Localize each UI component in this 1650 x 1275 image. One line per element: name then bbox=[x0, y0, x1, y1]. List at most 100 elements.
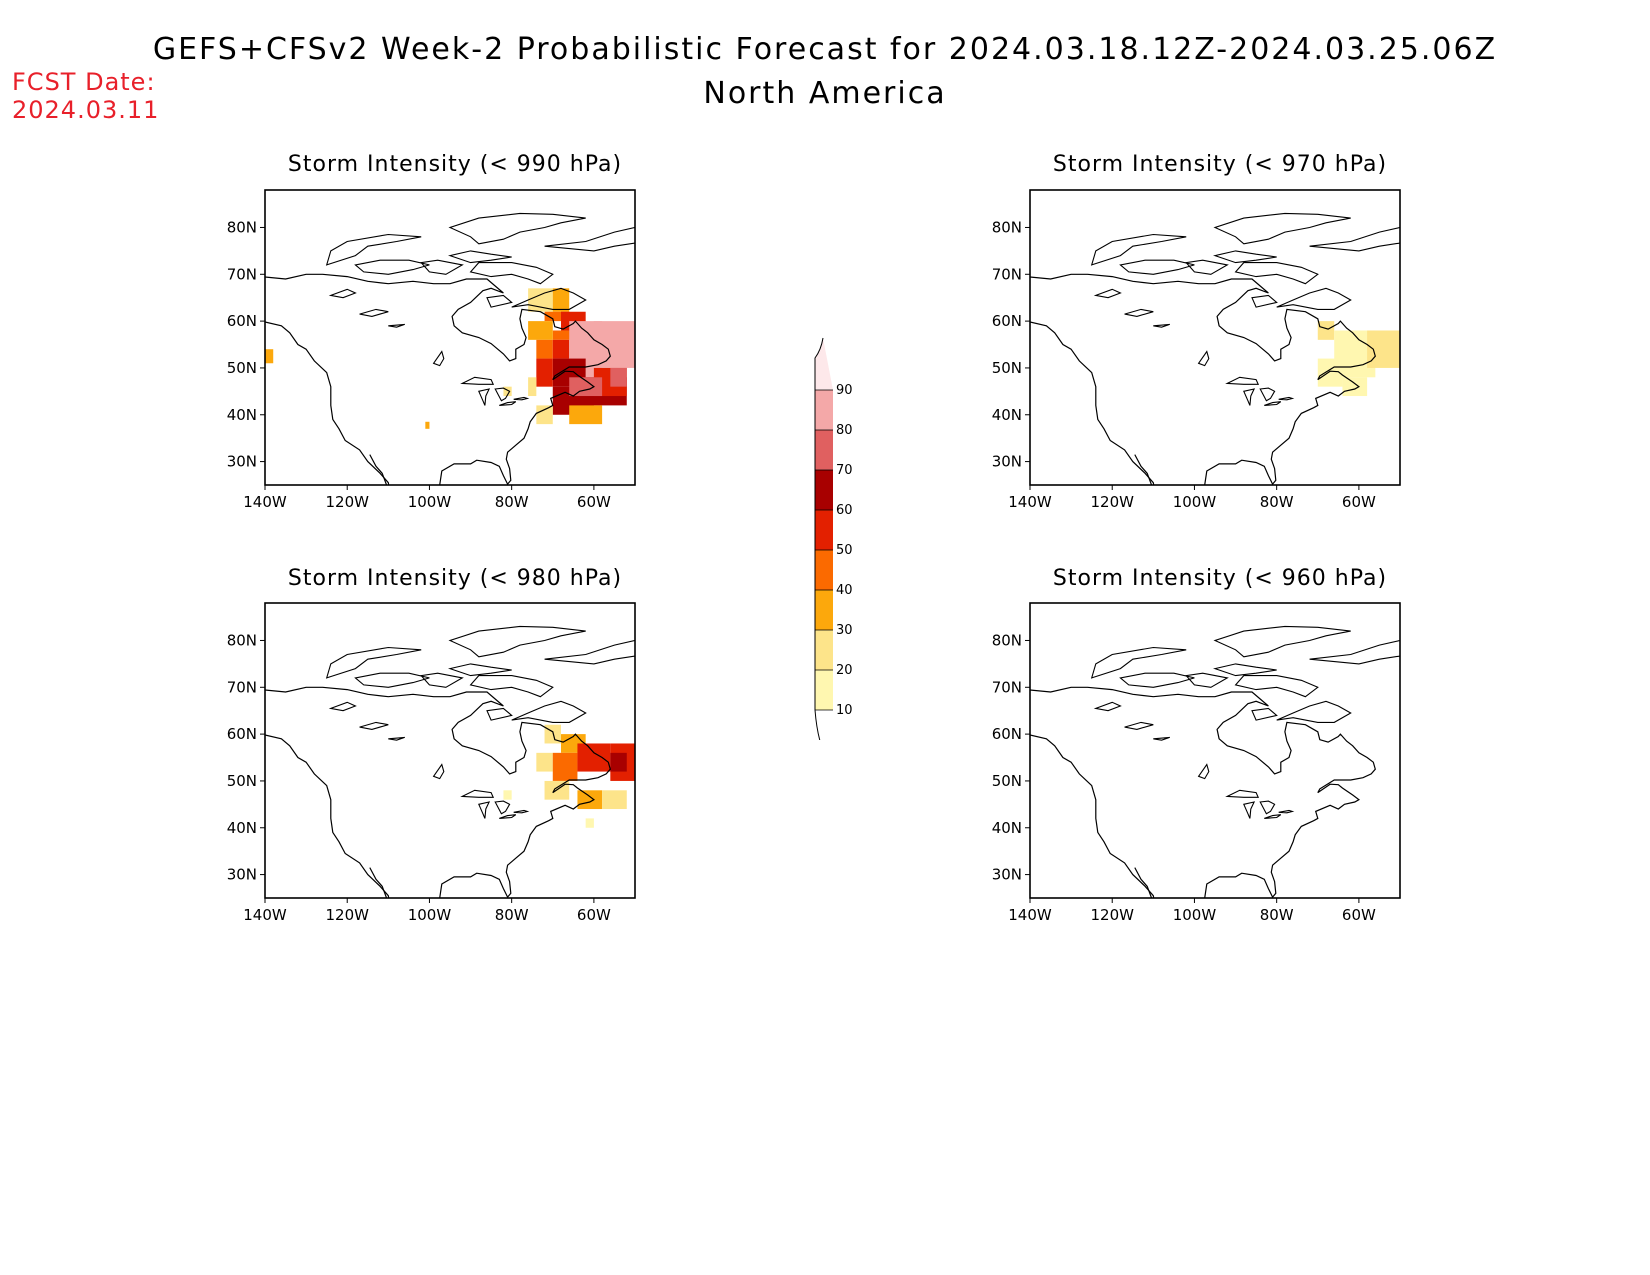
lat-tick-label: 80N bbox=[227, 631, 257, 649]
probability-cell bbox=[536, 358, 553, 387]
coastline bbox=[1185, 672, 1229, 688]
map-panel-960: 80N 70N 60N 50N 40N 30N 140W 120W 100W 80W 60W bbox=[992, 602, 1401, 924]
coastline bbox=[369, 454, 388, 485]
coastline bbox=[1225, 376, 1260, 385]
coastline bbox=[432, 763, 445, 780]
coastline bbox=[513, 396, 530, 401]
lat-tick-label: 50N bbox=[992, 359, 1022, 377]
coastline bbox=[1278, 809, 1295, 814]
panel-title-970: Storm Intensity (< 970 hPa) bbox=[1052, 152, 1388, 177]
coastline bbox=[1090, 646, 1187, 679]
probability-cell bbox=[425, 421, 430, 429]
lon-tick-label: 120W bbox=[1090, 906, 1134, 924]
coastline bbox=[1030, 273, 1376, 485]
lat-tick-label: 80N bbox=[992, 218, 1022, 236]
probability-cell bbox=[536, 339, 553, 359]
coastline bbox=[354, 672, 430, 688]
lat-tick-label: 70N bbox=[227, 265, 257, 283]
lon-tick-label: 140W bbox=[243, 493, 287, 511]
colorbar-segment bbox=[815, 630, 833, 670]
coastline bbox=[1212, 663, 1277, 677]
coastline bbox=[1234, 675, 1319, 698]
lat-tick-label: 40N bbox=[992, 819, 1022, 837]
lon-tick-label: 60W bbox=[577, 906, 611, 924]
probability-cell bbox=[265, 349, 274, 364]
probability-cell bbox=[1317, 358, 1343, 387]
coastline bbox=[265, 321, 390, 485]
coastline bbox=[1093, 288, 1122, 299]
coastline bbox=[1251, 707, 1278, 721]
colorbar-segment bbox=[815, 550, 833, 590]
lat-tick-label: 30N bbox=[992, 866, 1022, 884]
lon-tick-label: 60W bbox=[1342, 906, 1376, 924]
probability-cell bbox=[1317, 321, 1335, 340]
map-frame bbox=[1029, 602, 1401, 899]
lat-tick-label: 50N bbox=[227, 359, 257, 377]
probability-cell bbox=[569, 405, 603, 425]
map-frame bbox=[1029, 189, 1401, 486]
colorbar-segment bbox=[815, 338, 833, 390]
coastline bbox=[486, 294, 513, 308]
coastline bbox=[265, 273, 611, 485]
probability-cell bbox=[552, 288, 570, 312]
lat-tick-label: 60N bbox=[227, 312, 257, 330]
colorbar: 10 20 30 40 50 60 70 80 90 bbox=[814, 337, 853, 740]
coastline bbox=[1030, 734, 1155, 898]
lat-tick-label: 30N bbox=[227, 453, 257, 471]
subtitle: North America bbox=[703, 76, 947, 111]
coastline bbox=[325, 233, 422, 266]
lat-tick-label: 80N bbox=[992, 631, 1022, 649]
lon-tick-label: 80W bbox=[495, 493, 529, 511]
coastline bbox=[1124, 721, 1154, 730]
colorbar-label: 10 bbox=[836, 703, 853, 718]
coastline bbox=[325, 646, 422, 679]
coastline bbox=[1259, 800, 1276, 815]
map-content bbox=[1030, 625, 1400, 898]
lat-tick-label: 60N bbox=[992, 312, 1022, 330]
probability-cell bbox=[1342, 377, 1368, 397]
coastline bbox=[544, 226, 635, 252]
coastline bbox=[1124, 308, 1154, 317]
colorbar-label: 90 bbox=[836, 383, 853, 398]
coastline bbox=[469, 262, 554, 285]
lon-tick-label: 80W bbox=[1260, 493, 1294, 511]
forecast-date-label: FCST Date: bbox=[12, 68, 156, 96]
coastline bbox=[1225, 789, 1260, 798]
colorbar-label: 60 bbox=[836, 503, 853, 518]
probability-cell bbox=[610, 752, 627, 772]
panel-title-980: Storm Intensity (< 980 hPa) bbox=[287, 566, 623, 591]
coastline bbox=[544, 639, 635, 665]
lon-tick-label: 120W bbox=[1090, 493, 1134, 511]
coastline bbox=[359, 308, 389, 317]
coastline bbox=[1197, 763, 1210, 780]
coastline bbox=[447, 663, 512, 677]
lat-tick-label: 40N bbox=[227, 819, 257, 837]
forecast-date-block: FCST Date: 2024.03.11 bbox=[12, 68, 159, 124]
probability-cell bbox=[1367, 330, 1400, 368]
coastline bbox=[1090, 233, 1187, 266]
coastline bbox=[265, 734, 390, 898]
map-content bbox=[265, 625, 635, 898]
lat-tick-label: 60N bbox=[992, 725, 1022, 743]
probability-cell bbox=[577, 790, 603, 810]
lat-tick-label: 70N bbox=[992, 678, 1022, 696]
colorbar-label: 20 bbox=[836, 663, 853, 678]
lon-tick-label: 140W bbox=[1008, 906, 1052, 924]
lon-tick-label: 100W bbox=[1173, 493, 1217, 511]
lat-tick-label: 80N bbox=[227, 218, 257, 236]
coastline bbox=[448, 625, 586, 658]
coastline bbox=[1243, 801, 1256, 819]
probability-cell bbox=[569, 377, 603, 397]
coastline bbox=[354, 259, 430, 275]
coastline bbox=[1030, 321, 1155, 485]
lon-tick-label: 100W bbox=[1173, 906, 1217, 924]
coastline bbox=[1119, 259, 1195, 275]
coastline bbox=[1134, 454, 1153, 485]
lon-tick-label: 120W bbox=[325, 493, 369, 511]
coastline bbox=[499, 401, 517, 406]
coastline bbox=[513, 809, 530, 814]
lon-tick-label: 100W bbox=[408, 906, 452, 924]
lon-tick-label: 60W bbox=[1342, 493, 1376, 511]
map-content bbox=[1030, 212, 1400, 485]
probability-cell bbox=[552, 330, 578, 340]
